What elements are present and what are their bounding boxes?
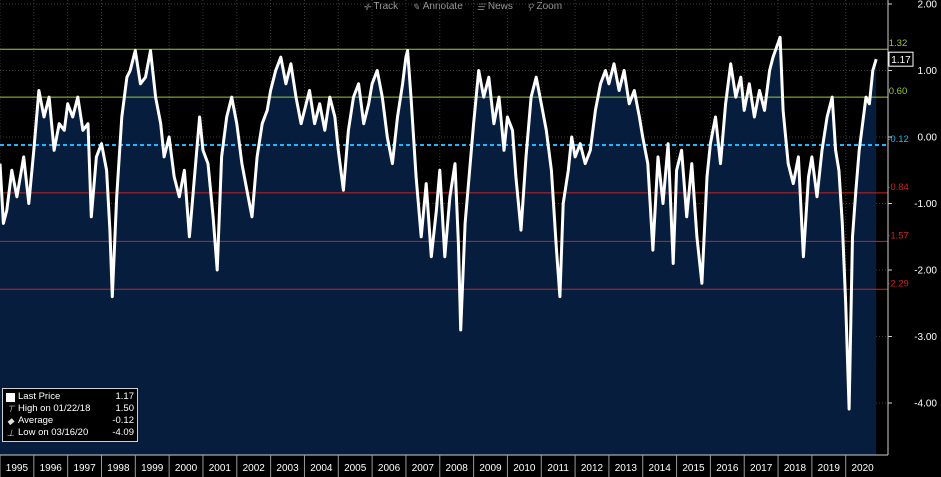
reference-line-label: -2.29 bbox=[887, 278, 909, 289]
legend-high: ⊤ High on 01/22/18 1.50 bbox=[6, 403, 134, 415]
zoom-icon: ⚲ bbox=[526, 1, 534, 12]
x-tick-label: 2009 bbox=[479, 463, 502, 474]
y-tick-label: 2.00 bbox=[918, 0, 938, 11]
reference-line-label: 1.32 bbox=[889, 38, 908, 49]
legend-average-label: Average bbox=[18, 415, 54, 426]
reference-line-label: -0.12 bbox=[887, 134, 909, 145]
zoom-button[interactable]: ⚲ Zoom bbox=[527, 0, 562, 13]
reference-line-label: -0.84 bbox=[887, 182, 909, 193]
x-tick-label: 2007 bbox=[412, 463, 435, 474]
low-marker-icon: ⊥ bbox=[6, 428, 15, 438]
x-tick-label: 2010 bbox=[513, 463, 536, 474]
chart-legend: Last Price 1.17 ⊤ High on 01/22/18 1.50 ◆… bbox=[2, 388, 138, 442]
x-tick-label: 1998 bbox=[107, 463, 130, 474]
legend-last-price: Last Price 1.17 bbox=[6, 391, 134, 403]
x-tick-label: 2001 bbox=[209, 463, 232, 474]
last-value-badge-label: 1.17 bbox=[891, 55, 911, 66]
track-button[interactable]: ✛ Track bbox=[363, 0, 398, 13]
x-tick-label: 2005 bbox=[344, 463, 367, 474]
x-tick-label: 2002 bbox=[243, 463, 266, 474]
x-tick-label: 2019 bbox=[818, 463, 841, 474]
legend-last-price-label: Last Price bbox=[18, 391, 61, 402]
annotate-label: Annotate bbox=[422, 0, 463, 12]
reference-line-label: -1.57 bbox=[887, 230, 909, 241]
annotate-icon: ✎ bbox=[412, 1, 420, 12]
x-tick-label: 2006 bbox=[378, 463, 401, 474]
x-tick-label: 1996 bbox=[40, 463, 63, 474]
reference-line-label: 0.60 bbox=[889, 86, 908, 97]
y-tick-label: -1.00 bbox=[914, 199, 937, 210]
news-label: News bbox=[487, 0, 513, 12]
x-tick-label: 1997 bbox=[73, 463, 96, 474]
y-tick-label: 1.00 bbox=[918, 66, 938, 77]
annotate-button[interactable]: ✎ Annotate bbox=[412, 0, 463, 13]
x-tick-label: 2008 bbox=[446, 463, 469, 474]
legend-last-price-value: 1.17 bbox=[115, 391, 135, 402]
legend-low: ⊥ Low on 03/16/20 -4.09 bbox=[6, 427, 134, 439]
x-tick-label: 2012 bbox=[581, 463, 604, 474]
x-tick-label: 2014 bbox=[649, 463, 672, 474]
x-tick-label: 2003 bbox=[276, 463, 299, 474]
x-tick-label: 2018 bbox=[784, 463, 807, 474]
x-tick-label: 2011 bbox=[547, 463, 569, 474]
legend-average-value: -0.12 bbox=[112, 415, 134, 426]
track-label: Track bbox=[373, 0, 399, 12]
legend-average: ◆ Average -0.12 bbox=[6, 415, 134, 427]
news-icon: ☰ bbox=[476, 1, 485, 12]
crosshair-icon: ✛ bbox=[363, 1, 371, 12]
legend-low-label: Low on 03/16/20 bbox=[18, 427, 89, 438]
x-tick-label: 2017 bbox=[750, 463, 773, 474]
legend-high-label: High on 01/22/18 bbox=[18, 403, 91, 414]
x-tick-label: 2000 bbox=[175, 463, 198, 474]
series-area bbox=[0, 37, 877, 456]
y-tick-label: -3.00 bbox=[914, 332, 937, 343]
x-tick-label: 2013 bbox=[615, 463, 638, 474]
legend-high-value: 1.50 bbox=[115, 403, 135, 414]
news-button[interactable]: ☰ News bbox=[477, 0, 513, 13]
y-tick-label: 0.00 bbox=[918, 133, 938, 144]
x-tick-label: 2004 bbox=[310, 463, 333, 474]
x-tick-label: 1995 bbox=[6, 463, 29, 474]
x-tick-label: 2020 bbox=[852, 463, 875, 474]
average-marker-icon: ◆ bbox=[7, 416, 14, 426]
legend-swatch bbox=[6, 392, 15, 402]
chart-toolbar: ✛ Track ✎ Annotate ☰ News ⚲ Zoom bbox=[363, 0, 562, 13]
last-value-badge bbox=[888, 51, 914, 67]
x-tick-label: 1999 bbox=[141, 463, 164, 474]
y-tick-label: -2.00 bbox=[914, 266, 937, 277]
series-line bbox=[0, 35, 878, 411]
legend-low-value: -4.09 bbox=[112, 427, 134, 438]
zoom-label: Zoom bbox=[536, 0, 563, 12]
x-tick-label: 2015 bbox=[682, 463, 705, 474]
x-tick-label: 2016 bbox=[716, 463, 739, 474]
high-marker-icon: ⊤ bbox=[6, 404, 15, 414]
y-tick-label: -4.00 bbox=[914, 399, 937, 410]
